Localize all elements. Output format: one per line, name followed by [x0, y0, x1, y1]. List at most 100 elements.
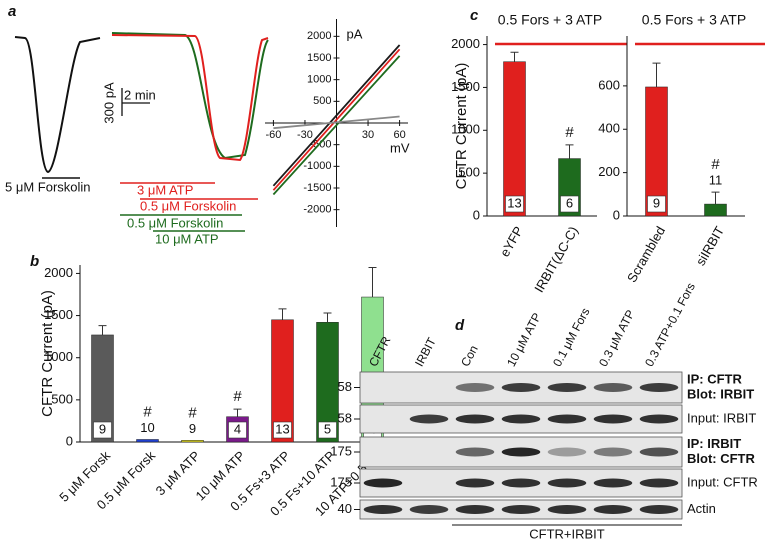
- stimulus-label: 10 μM ATP: [155, 231, 219, 246]
- significance-label: #: [143, 403, 152, 420]
- stimulus-label: 0.5 μM Forskolin: [140, 198, 236, 213]
- n-label: 6: [566, 195, 573, 210]
- n-label-box: [505, 195, 524, 213]
- blot-band: [455, 505, 495, 514]
- group-label: CFTR+IRBIT: [529, 526, 605, 541]
- error-bar: [510, 51, 519, 62]
- panel-letter: d: [455, 317, 465, 334]
- y-tick-label: 0: [613, 207, 620, 222]
- y-tick-label: -2000: [303, 204, 331, 216]
- y-tick-label: 1500: [44, 307, 73, 322]
- y-tick-label: -1000: [303, 160, 331, 172]
- axis-unit: pA: [347, 26, 363, 41]
- n-label-box: [318, 421, 337, 439]
- row-label: Input: CFTR: [687, 474, 758, 489]
- significance-label: #: [188, 404, 197, 421]
- blot-band: [409, 505, 449, 514]
- y-tick-label: 0: [66, 433, 73, 448]
- blot-band: [547, 414, 587, 424]
- y-tick-label: 1500: [451, 79, 480, 94]
- row-label: Blot: IRBIT: [687, 386, 754, 401]
- marker-label: 175: [330, 474, 352, 489]
- blot-band: [639, 383, 679, 392]
- y-tick-label: 600: [598, 77, 620, 92]
- scale-bar: [121, 88, 150, 116]
- marker-label: 58: [338, 379, 352, 394]
- blot-band: [455, 447, 495, 457]
- x-tick-label: -60: [265, 129, 281, 141]
- blot-band: [455, 383, 495, 392]
- error-bar: [233, 408, 242, 417]
- y-tick-label: 1000: [44, 349, 73, 364]
- panel-letter: a: [8, 3, 16, 20]
- chart-title: 0.5 Fors + 3 ATP: [642, 12, 746, 28]
- lane-label: 10 μM ATP: [504, 310, 544, 368]
- trace: [111, 34, 269, 162]
- blot-band: [501, 414, 541, 424]
- blot-band: [639, 447, 679, 457]
- stimulus-label: 0.5 μM Forskolin: [127, 215, 223, 230]
- lane-label: 0.3 ATP+0.1 Fors: [642, 280, 698, 369]
- blot-band: [501, 447, 541, 457]
- blot-band: [455, 478, 495, 488]
- n-label: 5: [324, 421, 331, 436]
- y-axis-label: CFTR Current (pA): [453, 63, 470, 190]
- y-axis-label: CFTR Current (pA): [39, 290, 56, 417]
- n-label: 10: [140, 420, 154, 435]
- panel-letter: b: [30, 253, 39, 270]
- axis-unit: mV: [390, 140, 410, 155]
- blot-band: [363, 478, 403, 488]
- blot-band: [547, 478, 587, 488]
- error-bar: [323, 312, 332, 323]
- error-bar: [652, 62, 661, 87]
- x-tick-label: 30: [362, 129, 374, 141]
- bar: [704, 203, 727, 217]
- stimulus-label: 5 μM Forskolin: [5, 179, 91, 194]
- series-line: [272, 55, 401, 196]
- x-tick-label: -30: [297, 129, 313, 141]
- x-tick-label: IRBIT(ΔC-C): [531, 224, 581, 295]
- marker-label: 175: [330, 443, 352, 458]
- y-tick-label: 500: [51, 391, 73, 406]
- blot-band: [547, 383, 587, 392]
- blot-band: [593, 447, 633, 457]
- trace: [14, 36, 101, 174]
- lane-label: 0.3 μM ATP: [596, 308, 637, 369]
- n-label: 13: [507, 195, 521, 210]
- series-line: [272, 48, 401, 191]
- n-label-box: [647, 195, 666, 213]
- error-bar: [278, 308, 287, 320]
- blot-band: [639, 505, 679, 514]
- series-line: [273, 115, 400, 130]
- bar: [503, 61, 526, 217]
- blot-band: [547, 505, 587, 514]
- blot-band: [547, 447, 587, 457]
- y-tick-label: 1500: [307, 52, 331, 64]
- y-tick-label: 500: [458, 165, 480, 180]
- lane-label: Con: [458, 343, 481, 369]
- significance-label: #: [233, 388, 242, 405]
- y-tick-label: 1000: [307, 74, 331, 86]
- n-label: 4: [234, 421, 241, 436]
- error-bar: [368, 267, 377, 298]
- blot-band: [593, 505, 633, 514]
- marker-label: 58: [338, 410, 352, 425]
- n-label-box: [93, 421, 112, 439]
- error-bar: [565, 144, 574, 159]
- n-label: 9: [189, 421, 196, 436]
- error-bar: [711, 191, 720, 205]
- blot-band: [639, 414, 679, 424]
- marker-label: 40: [338, 501, 352, 516]
- blot-band: [593, 383, 633, 392]
- blot-band: [363, 505, 403, 514]
- n-label-box: [560, 195, 579, 213]
- n-label-box: [228, 421, 247, 439]
- y-tick-label: 1000: [451, 122, 480, 137]
- x-tick-label: siIRBIT: [693, 224, 727, 268]
- stimulus-label: 3 μM ATP: [137, 182, 193, 197]
- y-tick-label: 2000: [44, 265, 73, 280]
- panel-letter: c: [470, 7, 479, 24]
- lane-label: IRBIT: [412, 335, 439, 369]
- lane-label: 0.1 μM Fors: [550, 306, 593, 369]
